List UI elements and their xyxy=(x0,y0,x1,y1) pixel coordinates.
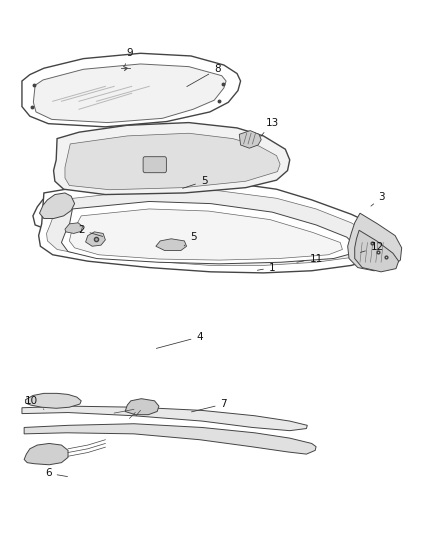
Polygon shape xyxy=(69,209,342,260)
Text: 8: 8 xyxy=(187,64,220,86)
Text: 5: 5 xyxy=(184,232,196,246)
Polygon shape xyxy=(65,133,279,190)
Polygon shape xyxy=(24,443,68,465)
Text: 9: 9 xyxy=(124,49,133,66)
Text: 1: 1 xyxy=(257,263,275,272)
Polygon shape xyxy=(22,53,240,127)
Polygon shape xyxy=(239,131,261,148)
FancyBboxPatch shape xyxy=(143,157,166,173)
Polygon shape xyxy=(125,399,159,415)
Polygon shape xyxy=(46,189,371,265)
Polygon shape xyxy=(24,424,315,454)
Text: 7: 7 xyxy=(191,399,227,412)
Polygon shape xyxy=(33,187,243,235)
Polygon shape xyxy=(39,193,74,219)
Polygon shape xyxy=(39,180,385,273)
Text: 11: 11 xyxy=(296,254,322,263)
Text: 3: 3 xyxy=(370,192,385,206)
Text: 5: 5 xyxy=(182,176,207,188)
Polygon shape xyxy=(65,223,82,233)
Polygon shape xyxy=(354,230,398,272)
Polygon shape xyxy=(347,213,401,271)
Text: 13: 13 xyxy=(260,118,278,136)
Polygon shape xyxy=(22,406,307,431)
Polygon shape xyxy=(61,201,354,264)
Text: 12: 12 xyxy=(360,243,383,253)
Text: 10: 10 xyxy=(25,396,44,409)
Polygon shape xyxy=(25,393,81,408)
Polygon shape xyxy=(43,193,234,231)
Text: 4: 4 xyxy=(156,332,203,349)
Text: 6: 6 xyxy=(45,469,67,478)
Polygon shape xyxy=(33,64,226,123)
Text: 2: 2 xyxy=(78,225,102,237)
Polygon shape xyxy=(53,123,289,195)
Polygon shape xyxy=(85,232,105,246)
Polygon shape xyxy=(155,239,186,251)
